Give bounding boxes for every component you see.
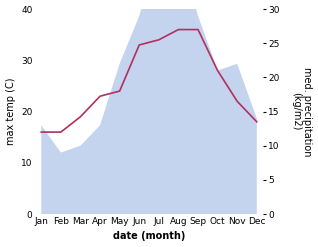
Y-axis label: med. precipitation
(kg/m2): med. precipitation (kg/m2) [291,67,313,156]
Y-axis label: max temp (C): max temp (C) [5,78,16,145]
X-axis label: date (month): date (month) [113,231,185,242]
